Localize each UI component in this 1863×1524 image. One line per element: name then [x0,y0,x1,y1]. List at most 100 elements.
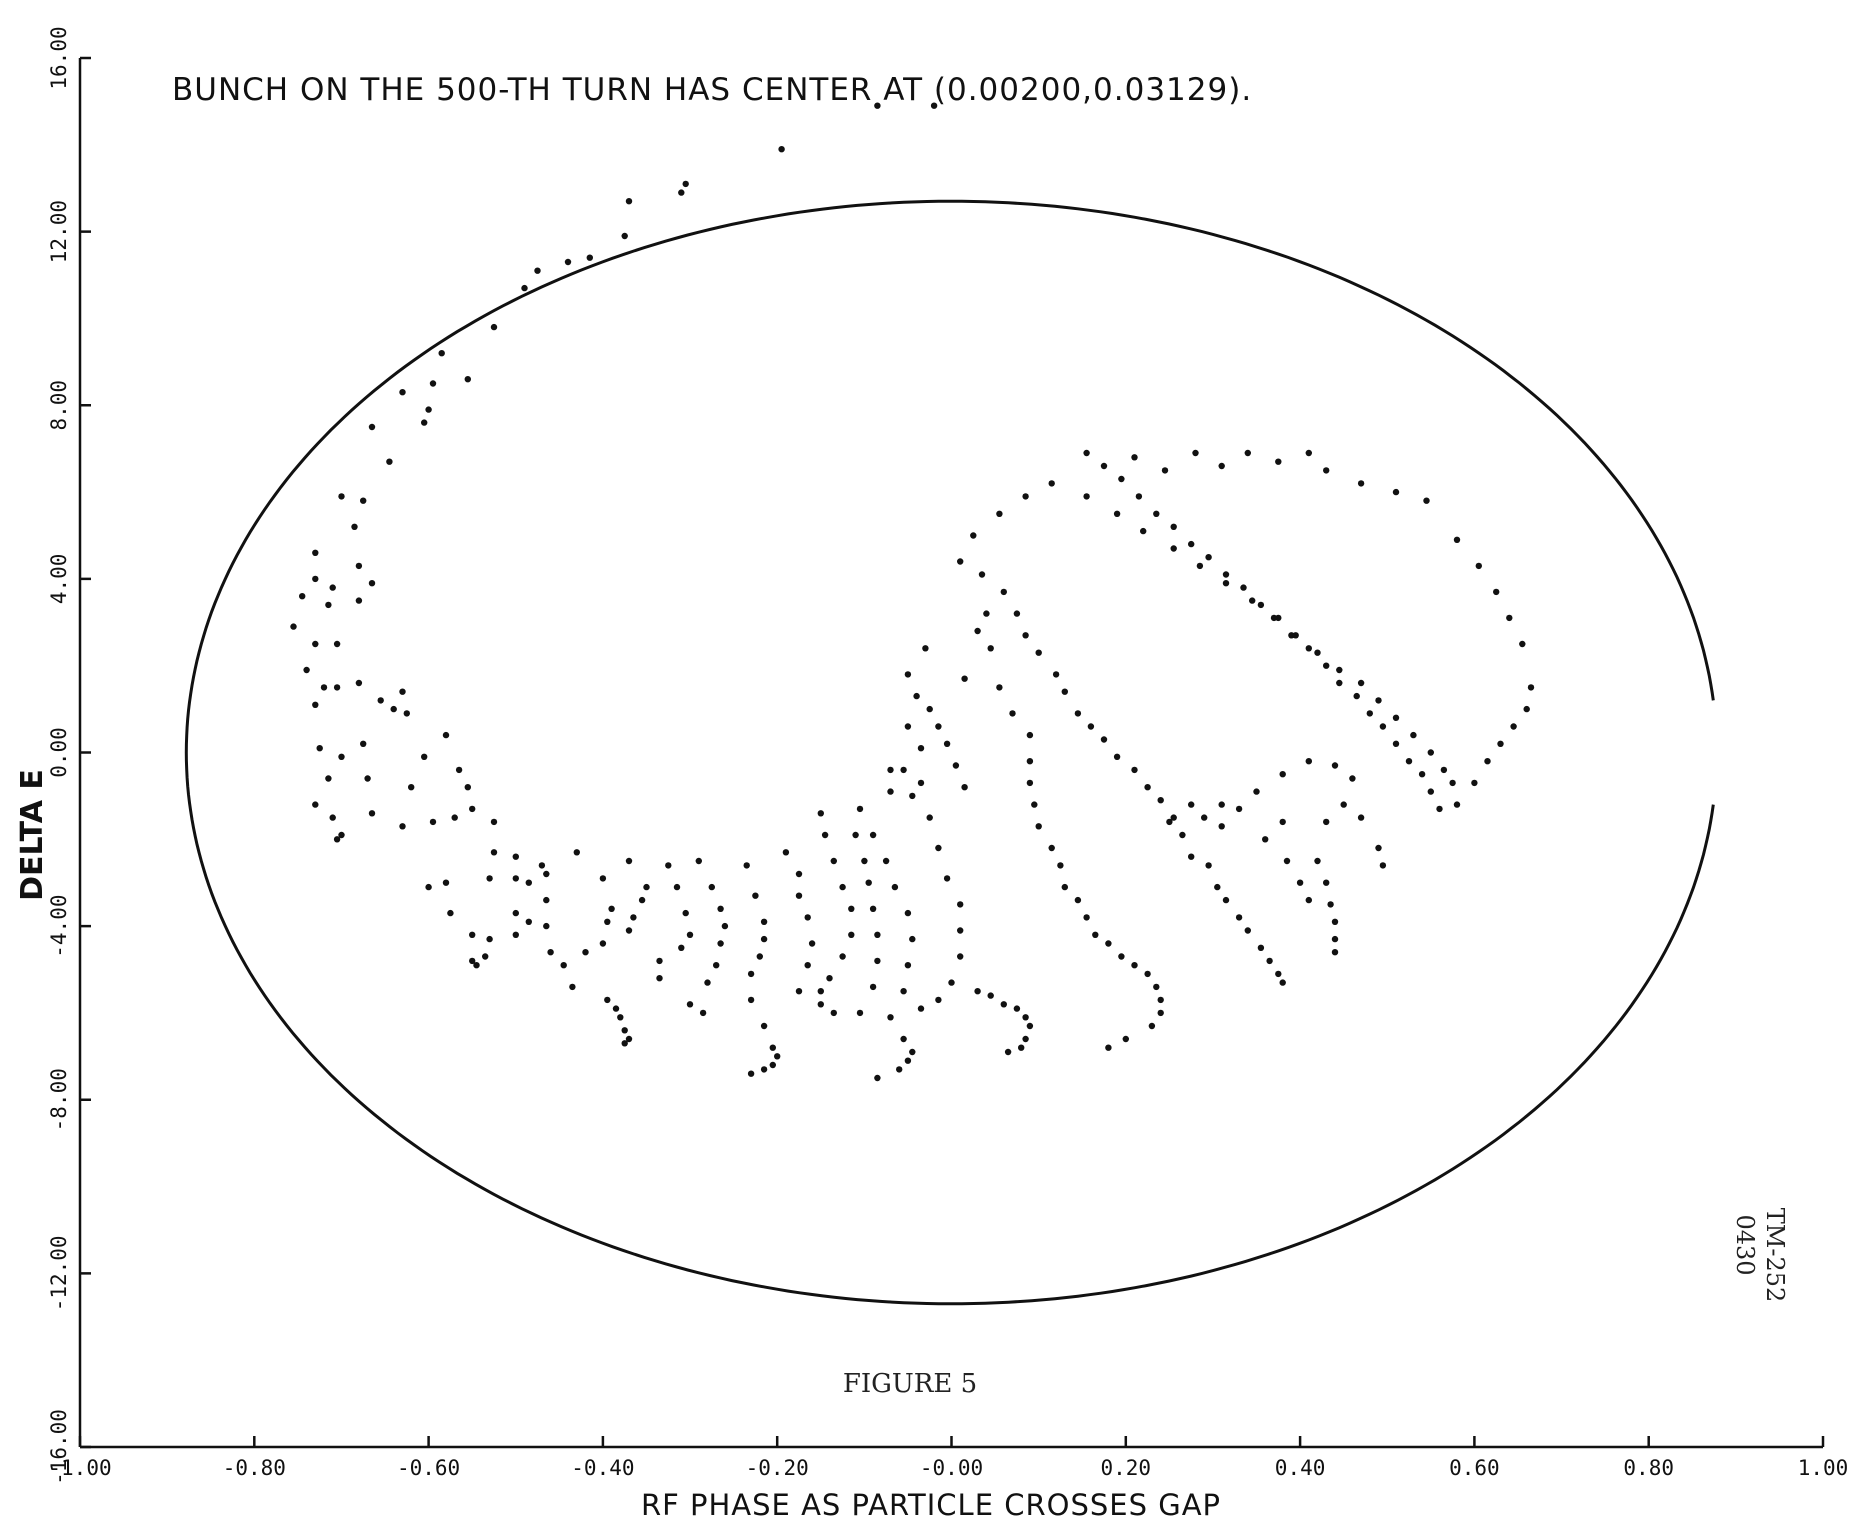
data-point [874,957,881,965]
data-point [760,1066,768,1073]
data-point [421,753,428,760]
x-tick-label: -0.80 [223,1456,286,1480]
data-point [1161,467,1169,474]
data-point [1118,953,1125,960]
data-point [1122,1035,1130,1043]
data-point [325,601,332,609]
data-point [429,380,437,387]
data-point [486,935,493,943]
data-point [447,909,454,917]
data-point [329,584,336,591]
data-point [329,814,336,821]
data-point [1331,762,1339,769]
data-point [1022,632,1029,639]
x-tick-label: -0.00 [920,1456,983,1480]
data-point [1436,805,1443,813]
data-point [442,731,450,739]
data-point [543,922,550,930]
data-point [1031,801,1038,808]
data-point [1000,1001,1007,1008]
data-point [1083,493,1090,500]
data-point [399,389,406,396]
data-point [1235,805,1243,813]
y-tick-label: 0.00 [47,727,71,778]
data-point [721,922,729,930]
data-point [1222,580,1230,587]
data-point [360,497,367,504]
data-point [743,862,750,869]
data-point [917,745,925,752]
data-point [1427,788,1435,795]
data-point [1314,649,1321,656]
data-point [1323,818,1330,826]
data-point [795,988,803,995]
data-point [1240,584,1247,591]
data-point [856,1009,864,1017]
data-point [978,571,986,578]
data-point [469,931,476,938]
data-point [1074,710,1082,717]
data-point [429,818,437,826]
data-point [1218,801,1225,808]
data-point [599,875,607,882]
data-point [717,905,724,912]
data-point [1375,697,1382,704]
data-point [917,1005,925,1012]
data-point [325,775,332,782]
data-point [399,688,406,695]
data-point [621,232,628,240]
data-point [643,883,650,891]
data-point [1131,962,1138,969]
data-point [312,801,319,808]
x-tick-label: 0.80 [1623,1456,1674,1480]
data-point [774,1053,781,1060]
data-point [547,949,554,956]
data-point [538,862,546,869]
data-point [1113,510,1121,517]
data-point [826,975,833,982]
data-point [1257,944,1265,951]
data-point [1357,480,1365,487]
data-point [1340,801,1347,808]
x-tick-label: 0.40 [1275,1456,1326,1480]
data-point [983,610,990,617]
axes [78,56,1825,1449]
x-axis-label: RF PHASE AS PARTICLE CROSSES GAP [641,1488,1221,1522]
data-point [695,857,702,865]
data-point [1257,601,1265,609]
y-tick-label: 16.00 [47,26,71,89]
data-point [673,883,681,891]
data-point [900,1035,907,1043]
data-point [756,953,763,960]
data-point [625,927,633,934]
data-point [312,575,319,583]
data-point [1357,814,1365,821]
data-point [848,931,855,938]
data-point [769,1044,776,1051]
data-point [1026,731,1034,739]
data-point [312,701,319,708]
data-point [1523,705,1530,713]
data-point [1497,740,1504,747]
data-point [747,1070,755,1077]
data-point [1196,562,1204,570]
data-point [355,562,363,570]
y-tick-label: -12.00 [47,1235,71,1311]
data-point [1205,554,1212,561]
data-point [608,905,615,912]
x-tick-label: 1.00 [1798,1456,1849,1480]
data-point [621,1040,628,1047]
data-point [303,666,310,674]
data-point [1519,640,1526,648]
data-point [821,831,829,839]
data-point [987,992,994,999]
data-point [355,597,363,604]
data-point [573,849,580,856]
data-point [377,697,384,704]
y-tick-labels: -16.00 -12.00 -8.00 -4.00 0.00 4.00 8.00 12.00 1… [47,26,71,1485]
y-tick-label: 4.00 [47,554,71,605]
data-point [1083,914,1090,921]
data-point [312,640,319,648]
data-point [882,857,890,865]
data-point [909,1048,916,1056]
